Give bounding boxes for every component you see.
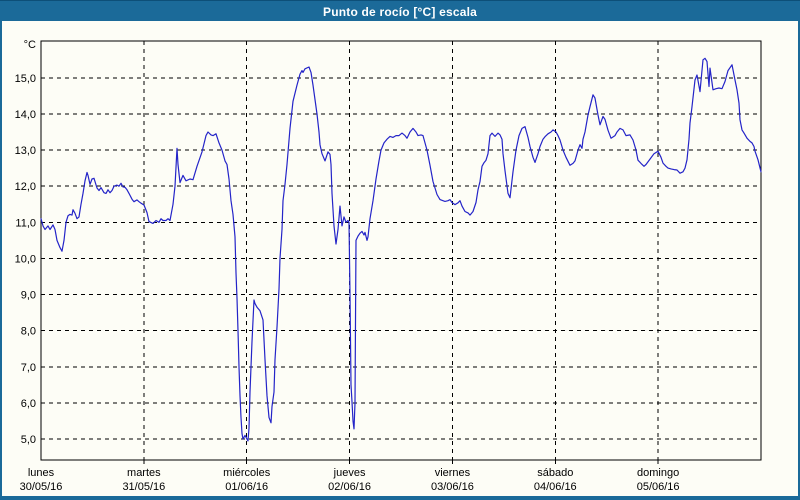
plot-frame xyxy=(40,40,762,461)
y-axis-tick-label: 12,0 xyxy=(15,181,36,193)
x-axis-day-label: jueves xyxy=(333,467,366,479)
x-axis-date-label: 04/06/16 xyxy=(534,481,577,493)
y-axis-tick-label: 9,0 xyxy=(21,290,36,302)
x-axis-date-label: 05/06/16 xyxy=(637,481,680,493)
x-axis-date-label: 31/05/16 xyxy=(122,481,165,493)
y-axis-tick-label: 14,0 xyxy=(15,109,36,121)
x-axis-date-label: 30/05/16 xyxy=(20,481,63,493)
x-axis-day-label: sábado xyxy=(537,467,573,479)
dew-point-line xyxy=(40,57,762,442)
y-axis-tick-label: 5,0 xyxy=(21,434,36,446)
y-axis-tick-label: 15,0 xyxy=(15,73,36,85)
x-axis-day-label: martes xyxy=(127,467,161,479)
x-axis-date-label: 01/06/16 xyxy=(225,481,268,493)
x-axis-day-label: domingo xyxy=(637,467,679,479)
y-axis-tick-label: 7,0 xyxy=(21,362,36,374)
y-axis-tick-label: 6,0 xyxy=(21,398,36,410)
x-axis-date-label: 02/06/16 xyxy=(328,481,371,493)
x-axis-day-label: lunes xyxy=(28,467,55,479)
y-axis-tick-label: 10,0 xyxy=(15,253,36,265)
x-axis-date-label: 03/06/16 xyxy=(431,481,474,493)
x-axis-day-label: miércoles xyxy=(223,467,271,479)
window-titlebar: Punto de rocío [°C] escala xyxy=(0,0,800,22)
y-axis-tick-label: 8,0 xyxy=(21,326,36,338)
window-title: Punto de rocío [°C] escala xyxy=(322,4,478,19)
x-axis-day-label: viernes xyxy=(435,467,471,479)
y-axis-unit-label: °C xyxy=(24,39,36,51)
y-axis-tick-label: 11,0 xyxy=(15,217,36,229)
y-axis-tick-label: 13,0 xyxy=(15,145,36,157)
